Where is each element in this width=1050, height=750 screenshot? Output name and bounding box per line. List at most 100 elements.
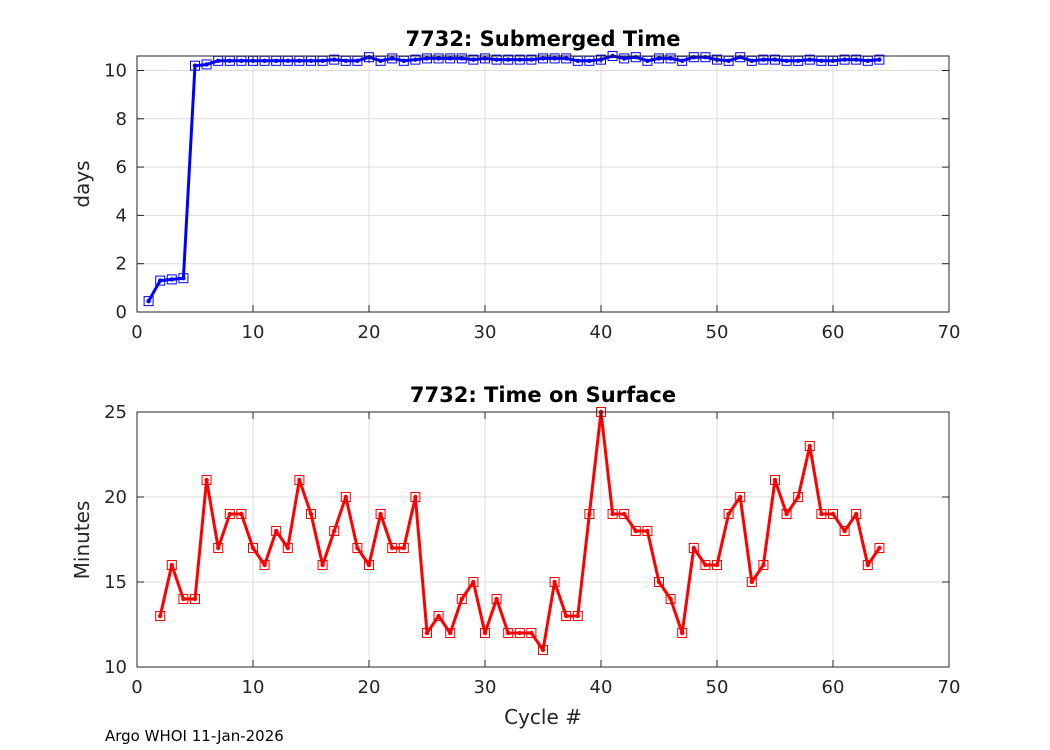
data-marker bbox=[422, 628, 432, 638]
data-point bbox=[761, 562, 766, 568]
data-point bbox=[320, 58, 325, 64]
data-point bbox=[424, 56, 430, 61]
axes-frame bbox=[136, 55, 950, 313]
data-marker bbox=[700, 560, 711, 570]
data-marker bbox=[712, 54, 722, 65]
data-marker bbox=[723, 509, 734, 519]
y-tick-label: 10 bbox=[104, 60, 127, 81]
data-marker bbox=[201, 59, 212, 70]
x-tick-label: 0 bbox=[131, 322, 142, 343]
data-point bbox=[517, 630, 522, 636]
x-tick-label: 40 bbox=[590, 677, 613, 698]
y-tick-label: 15 bbox=[104, 572, 127, 593]
data-marker bbox=[155, 275, 166, 286]
data-point bbox=[343, 494, 348, 500]
data-marker bbox=[654, 53, 664, 64]
series-line bbox=[147, 54, 880, 302]
data-marker bbox=[538, 645, 548, 655]
data-point bbox=[807, 443, 812, 449]
data-marker bbox=[248, 543, 258, 553]
data-point bbox=[517, 57, 522, 62]
data-marker bbox=[340, 492, 351, 502]
data-point bbox=[239, 511, 244, 517]
data-marker bbox=[364, 560, 374, 570]
data-marker bbox=[329, 526, 340, 536]
data-marker bbox=[468, 577, 479, 587]
data-marker bbox=[236, 509, 247, 519]
plot-title: 7732: Time on Surface bbox=[410, 383, 676, 407]
x-tick-label: 60 bbox=[822, 677, 845, 698]
plot-background bbox=[137, 412, 949, 667]
data-marker bbox=[375, 509, 386, 519]
data-marker bbox=[282, 543, 293, 553]
data-point bbox=[192, 596, 198, 602]
data-point bbox=[772, 477, 778, 483]
data-point bbox=[749, 579, 754, 585]
data-point bbox=[738, 494, 743, 500]
data-point bbox=[413, 494, 418, 500]
data-point bbox=[865, 58, 870, 64]
data-marker bbox=[874, 543, 885, 553]
data-point bbox=[320, 562, 325, 568]
data-point bbox=[158, 278, 163, 283]
data-point bbox=[297, 58, 302, 64]
x-tick-label: 10 bbox=[242, 677, 265, 698]
data-point bbox=[656, 56, 662, 61]
data-point bbox=[796, 58, 801, 64]
data-marker bbox=[491, 54, 502, 65]
x-tick-label: 60 bbox=[822, 322, 845, 343]
x-tick-label: 30 bbox=[474, 322, 497, 343]
data-marker bbox=[561, 611, 572, 621]
data-marker bbox=[422, 53, 432, 64]
data-marker bbox=[178, 594, 189, 604]
data-point bbox=[227, 58, 232, 64]
x-tick-label: 70 bbox=[938, 677, 961, 698]
data-point bbox=[540, 647, 546, 653]
data-point bbox=[239, 58, 244, 64]
data-marker bbox=[456, 594, 467, 604]
data-marker bbox=[491, 594, 502, 604]
y-tick-label: 4 bbox=[116, 205, 127, 226]
data-marker bbox=[329, 54, 340, 65]
data-point bbox=[401, 58, 406, 64]
data-marker bbox=[746, 577, 757, 587]
data-point bbox=[227, 511, 232, 517]
data-marker bbox=[619, 53, 630, 64]
data-point bbox=[865, 562, 870, 568]
data-marker bbox=[584, 509, 595, 519]
data-point bbox=[645, 528, 650, 534]
data-marker bbox=[630, 526, 641, 536]
data-marker bbox=[526, 628, 537, 638]
y-tick-label: 8 bbox=[116, 109, 127, 130]
data-marker bbox=[166, 560, 177, 570]
y-tick-label: 20 bbox=[104, 487, 127, 508]
data-point bbox=[772, 57, 778, 62]
data-marker bbox=[445, 628, 456, 638]
data-point bbox=[308, 58, 314, 64]
data-point bbox=[297, 477, 302, 483]
plot-title: 7732: Submerged Time bbox=[405, 27, 680, 51]
data-marker bbox=[758, 54, 769, 65]
data-marker bbox=[352, 543, 363, 553]
data-point bbox=[355, 58, 360, 64]
data-point bbox=[726, 58, 731, 64]
data-point bbox=[552, 579, 557, 585]
data-marker bbox=[410, 492, 421, 502]
data-marker bbox=[630, 52, 641, 63]
data-marker bbox=[143, 296, 154, 307]
data-marker bbox=[503, 54, 514, 65]
data-marker bbox=[317, 560, 328, 570]
data-point bbox=[761, 57, 766, 62]
data-point bbox=[216, 58, 221, 64]
data-point bbox=[656, 579, 662, 585]
data-marker bbox=[294, 475, 305, 485]
data-point bbox=[448, 56, 453, 61]
data-marker bbox=[387, 53, 398, 64]
x-tick-label: 70 bbox=[938, 322, 961, 343]
data-point bbox=[413, 57, 418, 62]
footer-text: Argo WHOI 11-Jan-2026 bbox=[105, 727, 284, 745]
data-point bbox=[471, 579, 476, 585]
data-marker bbox=[572, 611, 583, 621]
data-point bbox=[877, 57, 882, 62]
